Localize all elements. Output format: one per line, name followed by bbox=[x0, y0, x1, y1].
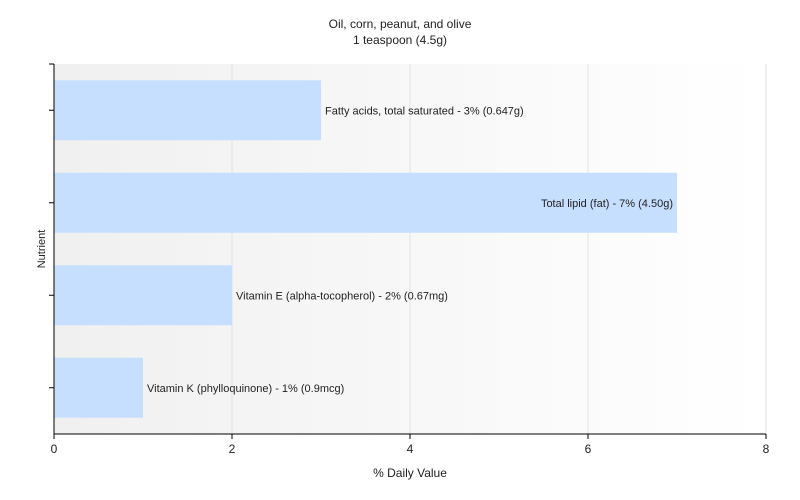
bar bbox=[54, 265, 232, 326]
bar bbox=[54, 172, 677, 233]
x-tick-label: 2 bbox=[229, 442, 236, 456]
x-tick-label: 4 bbox=[407, 442, 414, 456]
bar bbox=[54, 357, 143, 418]
x-tick-label: 0 bbox=[51, 442, 58, 456]
data-label: Total lipid (fat) - 7% (4.50g) bbox=[541, 198, 673, 210]
chart-title: Oil, corn, peanut, and olive bbox=[329, 17, 472, 31]
x-tick-label: 8 bbox=[763, 442, 770, 456]
data-label: Vitamin E (alpha-tocopherol) - 2% (0.67m… bbox=[236, 290, 448, 302]
bar bbox=[54, 80, 321, 141]
data-label: Fatty acids, total saturated - 3% (0.647… bbox=[325, 105, 524, 117]
data-label: Vitamin K (phylloquinone) - 1% (0.9mcg) bbox=[147, 383, 344, 395]
bars: Fatty acids, total saturated - 3% (0.647… bbox=[54, 80, 677, 418]
x-axis-label: % Daily Value bbox=[373, 466, 447, 480]
axes: 0 2 4 6 8 bbox=[49, 63, 770, 456]
x-tick-label: 6 bbox=[585, 442, 592, 456]
chart-subtitle: 1 teaspoon (4.5g) bbox=[353, 33, 447, 47]
y-axis-label: Nutrient bbox=[36, 230, 48, 269]
